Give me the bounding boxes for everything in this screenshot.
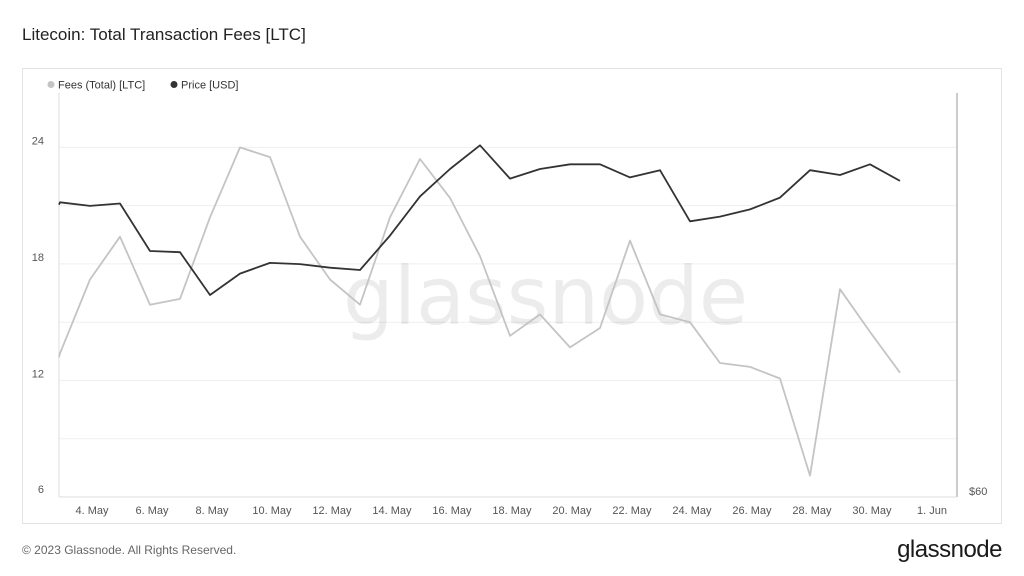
x-tick-label: 10. May <box>252 505 292 517</box>
tick-labels: 6 12 18 24 $60 4. May 6. May 8. May 10. May 12. M… <box>32 135 988 517</box>
x-tick-label: 6. May <box>135 505 169 517</box>
x-tick-label: 1. Jun <box>917 505 947 517</box>
x-tick-label: 30. May <box>852 505 892 517</box>
x-tick-label: 28. May <box>792 505 832 517</box>
copyright-text: © 2023 Glassnode. All Rights Reserved. <box>22 543 237 557</box>
chart-title: Litecoin: Total Transaction Fees [LTC] <box>22 25 306 44</box>
glassnode-logo[interactable]: glassnode <box>897 536 1002 563</box>
y-right-tick-label: $60 <box>969 486 987 498</box>
y-left-tick-label: 24 <box>32 135 44 147</box>
x-tick-label: 8. May <box>195 505 229 517</box>
watermark: glassnode <box>343 250 748 343</box>
x-tick-label: 14. May <box>372 505 412 517</box>
fees-series-line <box>58 146 901 477</box>
price-legend-marker <box>170 81 178 88</box>
x-tick-label: 22. May <box>612 505 652 517</box>
fees-legend-marker <box>47 81 55 88</box>
x-tick-label: 4. May <box>75 505 109 517</box>
x-tick-label: 26. May <box>732 505 772 517</box>
price-series-line <box>58 144 901 296</box>
x-tick-label: 12. May <box>312 505 352 517</box>
series <box>58 144 901 477</box>
x-tick-label: 20. May <box>552 505 592 517</box>
x-tick-label: 24. May <box>672 505 712 517</box>
price-legend-label: Price [USD] <box>181 80 238 92</box>
grid-lines <box>59 146 957 498</box>
chart: glassnode 6 12 18 24 $60 4. May 6. May 8. May 10… <box>32 80 988 518</box>
y-left-tick-label: 6 <box>38 484 44 496</box>
x-tick-label: 16. May <box>432 505 472 517</box>
legend: Fees (Total) [LTC] Price [USD] <box>47 80 238 92</box>
y-left-tick-label: 18 <box>32 252 44 264</box>
axes <box>58 93 958 498</box>
y-left-tick-label: 12 <box>32 368 44 380</box>
fees-legend-label: Fees (Total) [LTC] <box>58 80 145 92</box>
chart-frame: glassnode 6 12 18 24 $60 4. May 6. May 8. May 10… <box>22 68 1002 524</box>
x-tick-label: 18. May <box>492 505 532 517</box>
